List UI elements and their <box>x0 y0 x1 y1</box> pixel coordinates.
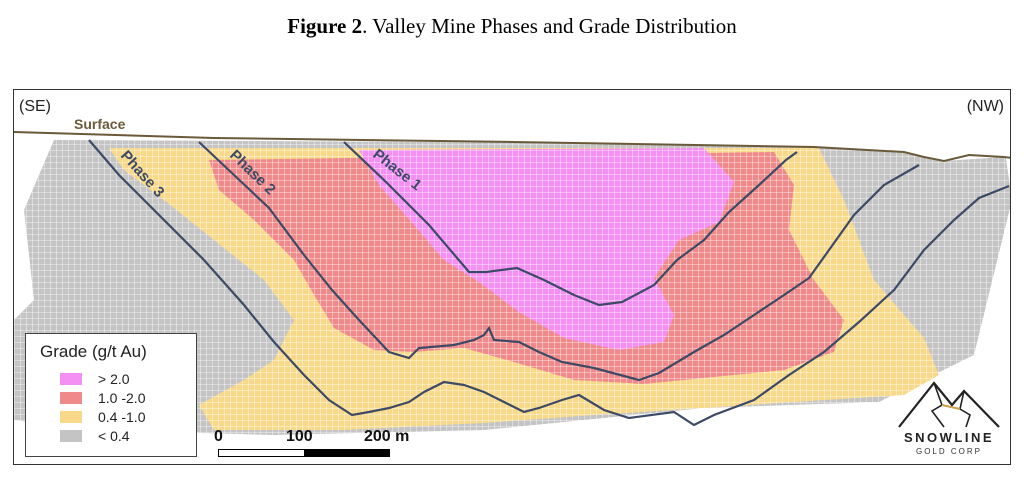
legend-swatch-medium-high <box>60 392 82 404</box>
legend-swatch-high <box>60 373 82 385</box>
surface-line <box>14 131 1010 163</box>
snowline-logo: SNOWLINE GOLD CORP <box>894 375 1004 460</box>
cross-section-map: Surface Phase 1 Phase 2 Phase 3 <box>14 116 1010 464</box>
scale-label-200: 200 m <box>364 428 410 445</box>
legend-label: < 0.4 <box>98 428 130 444</box>
direction-label-nw: (NW) <box>966 98 1004 115</box>
surface-label: Surface <box>74 116 126 132</box>
scale-label-100: 100 <box>286 428 313 445</box>
grade-legend: Grade (g/t Au) > 2.0 1.0 -2.0 0.4 -1.0 <… <box>25 333 197 457</box>
scale-bar-graphic <box>218 449 390 457</box>
scale-bar: 0 100 200 m <box>214 428 409 464</box>
grade-block-model <box>14 132 1010 464</box>
phase-3-pit-outline <box>88 139 1010 427</box>
legend-label: > 2.0 <box>98 371 130 387</box>
legend-title: Grade (g/t Au) <box>40 342 147 361</box>
legend-label: 0.4 -1.0 <box>98 409 146 425</box>
legend-label: 1.0 -2.0 <box>98 390 146 406</box>
direction-label-se: (SE) <box>19 98 51 115</box>
legend-swatch-low <box>60 430 82 442</box>
legend-swatch-medium-low <box>60 411 82 423</box>
figure-title: Figure 2. Valley Mine Phases and Grade D… <box>287 14 737 38</box>
scale-label-0: 0 <box>214 428 223 445</box>
phase-1-pit-outline <box>343 141 798 307</box>
cross-section-panel: Surface Phase 1 Phase 2 Phase 3 (SE) (NW… <box>13 89 1011 465</box>
logo-subtitle: GOLD CORP <box>915 447 982 456</box>
logo-wordmark: SNOWLINE <box>903 430 995 445</box>
mountain-logo-icon <box>898 381 1000 428</box>
phase-2-pit-outline <box>198 141 920 382</box>
